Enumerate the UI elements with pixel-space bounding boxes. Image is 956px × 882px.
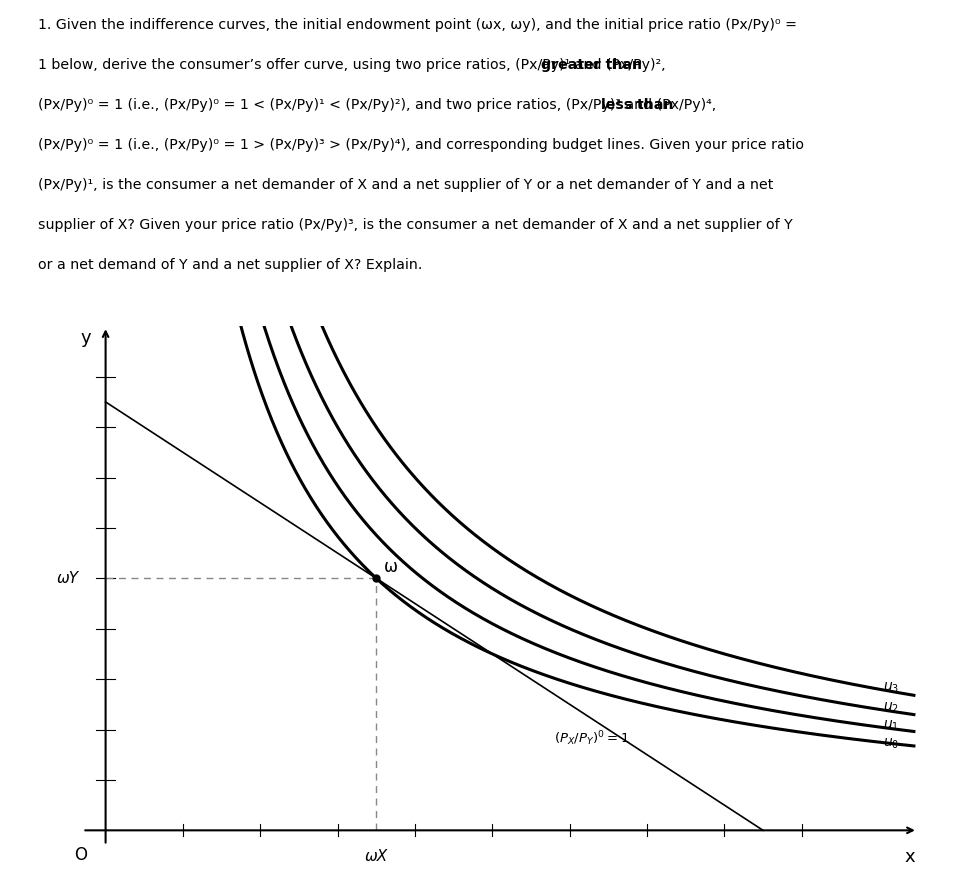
Text: greater than: greater than (541, 57, 642, 71)
Text: x: x (904, 848, 915, 866)
Text: O: O (75, 847, 87, 864)
Text: (Px/Py)¹, is the consumer a net demander of X and a net supplier of Y or a net d: (Px/Py)¹, is the consumer a net demander… (38, 177, 773, 191)
Text: (Px/Py)⁰ = 1 (i.e., (Px/Py)⁰ = 1 > (Px/Py)³ > (Px/Py)⁴), and corresponding budge: (Px/Py)⁰ = 1 (i.e., (Px/Py)⁰ = 1 > (Px/P… (38, 138, 804, 152)
Text: $u_3$: $u_3$ (883, 681, 900, 695)
Text: less than: less than (601, 98, 674, 112)
Text: 1 below, derive the consumer’s offer curve, using two price ratios, (Px/Py)¹ and: 1 below, derive the consumer’s offer cur… (38, 57, 675, 71)
Text: $u_2$: $u_2$ (883, 701, 899, 715)
Text: y: y (81, 329, 92, 347)
Text: $(P_X/P_Y)^0 = 1$: $(P_X/P_Y)^0 = 1$ (554, 729, 630, 748)
Text: ωX: ωX (364, 849, 388, 864)
Text: $u_1$: $u_1$ (883, 719, 899, 733)
Text: 1. Given the indifference curves, the initial endowment point (ωx, ωy), and the : 1. Given the indifference curves, the in… (38, 18, 797, 32)
Text: (Px/Py)⁰ = 1 (i.e., (Px/Py)⁰ = 1 < (Px/Py)¹ < (Px/Py)²), and two price ratios, (: (Px/Py)⁰ = 1 (i.e., (Px/Py)⁰ = 1 < (Px/P… (38, 98, 726, 112)
Text: ωY: ωY (56, 571, 78, 586)
Text: 1 below, derive the consumer’s offer curve, using two price ratios, (Px/Py)¹ and: 1 below, derive the consumer’s offer cur… (38, 57, 675, 71)
Text: ω: ω (384, 557, 398, 576)
Text: or a net demand of Y and a net supplier of X? Explain.: or a net demand of Y and a net supplier … (38, 258, 423, 272)
Text: $u_0$: $u_0$ (883, 736, 900, 751)
Text: (Px/Py)⁰ = 1 (i.e., (Px/Py)⁰ = 1 < (Px/Py)¹ < (Px/Py)²), and two price ratios, (: (Px/Py)⁰ = 1 (i.e., (Px/Py)⁰ = 1 < (Px/P… (38, 98, 726, 112)
Text: supplier of X? Given your price ratio (Px/Py)³, is the consumer a net demander o: supplier of X? Given your price ratio (P… (38, 218, 793, 232)
